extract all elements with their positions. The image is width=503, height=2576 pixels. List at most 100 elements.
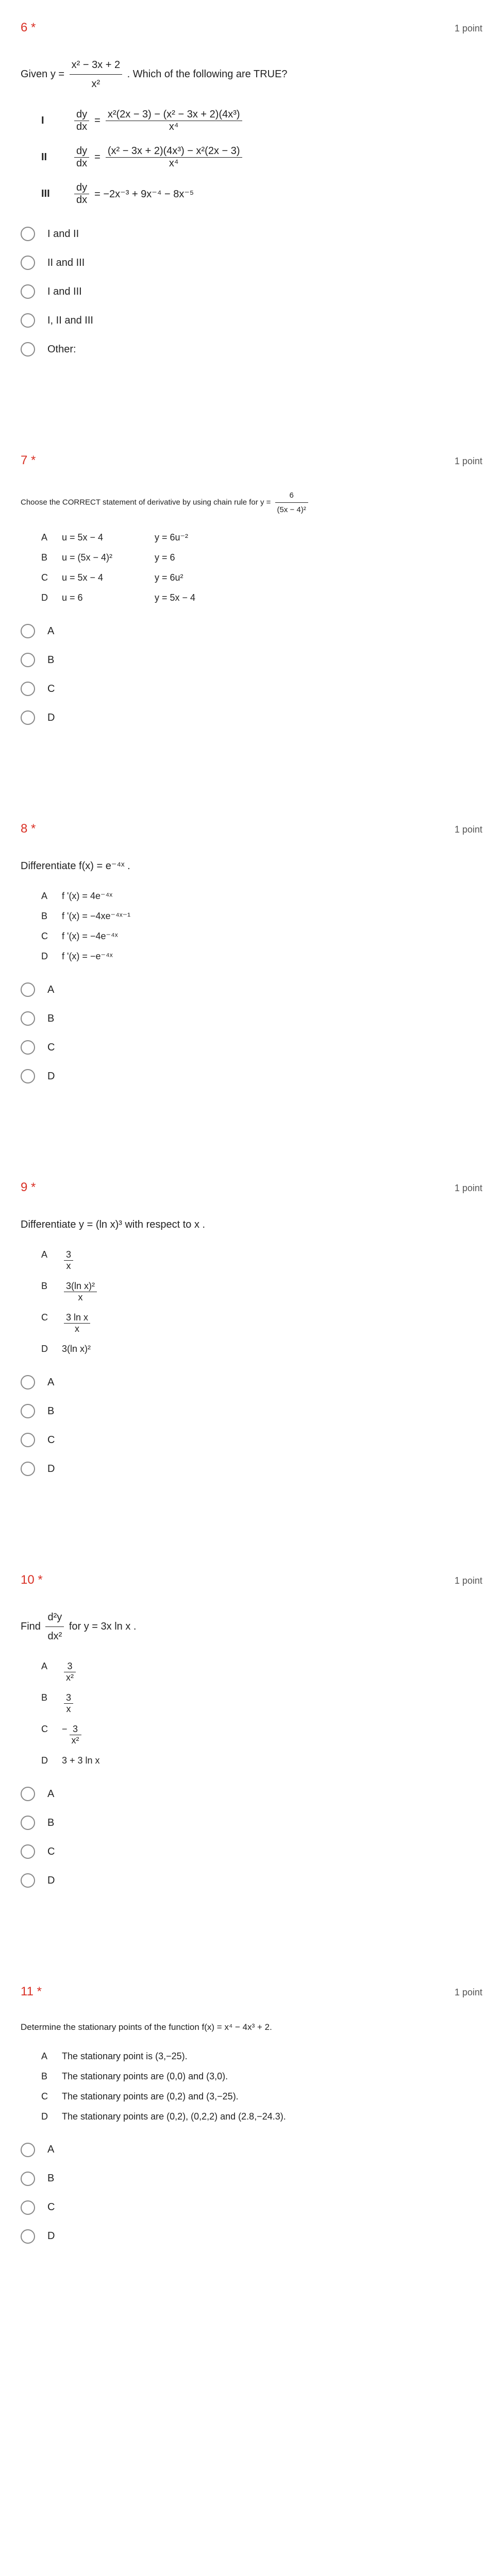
choice-list: A3x² B3x C−3x² D3 + 3 ln x xyxy=(41,1661,482,1766)
option-label: D xyxy=(47,1071,55,1082)
frac-den: x² xyxy=(70,1735,81,1746)
fraction: 3(ln x)²x xyxy=(64,1281,97,1303)
option[interactable]: A xyxy=(21,2143,482,2157)
question-stem: Given y = x² − 3x + 2 x² . Which of the … xyxy=(21,56,482,93)
choice-text: f '(x) = −4e⁻⁴ˣ xyxy=(62,931,118,942)
option[interactable]: I and II xyxy=(21,227,482,241)
question-7: 7 * 1 point Choose the CORRECT statement… xyxy=(21,443,482,750)
choice-row: Du = 6y = 5x − 4 xyxy=(41,592,482,603)
option[interactable]: D xyxy=(21,1873,482,1888)
choice-label: D xyxy=(41,592,62,603)
radio-icon[interactable] xyxy=(21,2229,35,2244)
radio-icon[interactable] xyxy=(21,710,35,725)
radio-icon[interactable] xyxy=(21,1375,35,1389)
option[interactable]: C xyxy=(21,1433,482,1447)
radio-icon[interactable] xyxy=(21,1433,35,1447)
choice-col1: u = 6 xyxy=(62,592,155,603)
option[interactable]: D xyxy=(21,2229,482,2244)
radio-icon[interactable] xyxy=(21,1844,35,1859)
frac-den: dx xyxy=(74,158,89,170)
choice-label: B xyxy=(41,2071,62,2082)
radio-icon[interactable] xyxy=(21,624,35,638)
question-stem: Determine the stationary points of the f… xyxy=(21,2020,482,2036)
roman-row: II dy dx = (x² − 3x + 2)(4x³) − x²(2x − … xyxy=(41,145,482,170)
radio-icon[interactable] xyxy=(21,2172,35,2186)
option[interactable]: D xyxy=(21,1069,482,1083)
question-8: 8 * 1 point Differentiate f(x) = e⁻⁴ˣ . … xyxy=(21,811,482,1108)
option[interactable]: C xyxy=(21,682,482,696)
options-list: A B C D xyxy=(21,624,482,725)
choice-text: 3 + 3 ln x xyxy=(62,1755,100,1766)
radio-icon[interactable] xyxy=(21,1462,35,1476)
radio-icon[interactable] xyxy=(21,1404,35,1418)
radio-icon[interactable] xyxy=(21,1873,35,1888)
radio-icon[interactable] xyxy=(21,1040,35,1055)
frac-den: x⁴ xyxy=(106,121,242,133)
question-header: 10 * 1 point xyxy=(21,1573,482,1587)
choice-row: C−3x² xyxy=(41,1724,482,1746)
radio-icon[interactable] xyxy=(21,284,35,299)
option[interactable]: B xyxy=(21,2172,482,2186)
option[interactable]: C xyxy=(21,1844,482,1859)
option-label: I and III xyxy=(47,286,82,298)
option[interactable]: I and III xyxy=(21,284,482,299)
question-number: 9 * xyxy=(21,1180,36,1195)
radio-icon[interactable] xyxy=(21,227,35,241)
question-number: 11 * xyxy=(21,1985,42,1999)
option[interactable]: B xyxy=(21,1404,482,1418)
fraction: 3x² xyxy=(70,1724,81,1746)
option[interactable]: A xyxy=(21,1375,482,1389)
option[interactable]: C xyxy=(21,1040,482,1055)
option[interactable]: D xyxy=(21,710,482,725)
fraction: x² − 3x + 2 x² xyxy=(70,56,123,93)
radio-icon[interactable] xyxy=(21,682,35,696)
choice-row: C3 ln xx xyxy=(41,1312,482,1334)
option[interactable]: A xyxy=(21,1787,482,1801)
choice-row: A3x² xyxy=(41,1661,482,1683)
radio-icon[interactable] xyxy=(21,1011,35,1026)
radio-icon[interactable] xyxy=(21,256,35,270)
option-label: B xyxy=(47,1817,54,1829)
radio-icon[interactable] xyxy=(21,653,35,667)
radio-icon[interactable] xyxy=(21,2143,35,2157)
option-label: C xyxy=(47,683,55,695)
question-number: 6 * xyxy=(21,21,36,35)
fraction: dy dx xyxy=(74,182,89,206)
radio-icon[interactable] xyxy=(21,1787,35,1801)
option[interactable]: II and III xyxy=(21,256,482,270)
choice-text: The stationary points are (0,2) and (3,−… xyxy=(62,2091,239,2102)
stem-suffix: for y = 3x ln x . xyxy=(69,1621,137,1632)
option-label: B xyxy=(47,1405,54,1417)
options-list: A B C D xyxy=(21,1787,482,1888)
option[interactable]: I, II and III xyxy=(21,313,482,328)
eq: = xyxy=(94,115,100,127)
option-label: C xyxy=(47,2201,55,2213)
radio-icon[interactable] xyxy=(21,342,35,357)
frac-num: d²y xyxy=(45,1608,64,1627)
fraction: 3x² xyxy=(64,1661,76,1683)
frac-num: dy xyxy=(74,109,89,121)
radio-icon[interactable] xyxy=(21,313,35,328)
choice-col2: y = 6u² xyxy=(155,572,183,583)
option[interactable]: B xyxy=(21,653,482,667)
option[interactable]: A xyxy=(21,982,482,997)
option-label: I, II and III xyxy=(47,315,93,327)
radio-icon[interactable] xyxy=(21,1816,35,1830)
option[interactable]: D xyxy=(21,1462,482,1476)
frac-num: x² − 3x + 2 xyxy=(70,56,123,75)
choice-prefix: − xyxy=(62,1724,68,1735)
radio-icon[interactable] xyxy=(21,982,35,997)
option-label: II and III xyxy=(47,257,85,269)
option[interactable]: B xyxy=(21,1816,482,1830)
option[interactable]: C xyxy=(21,2200,482,2215)
radio-icon[interactable] xyxy=(21,2200,35,2215)
stem-prefix: Choose the CORRECT statement of derivati… xyxy=(21,498,273,506)
roman-row: I dy dx = x²(2x − 3) − (x² − 3x + 2)(4x³… xyxy=(41,109,482,133)
choice-text: The stationary point is (3,−25). xyxy=(62,2051,188,2062)
option[interactable]: A xyxy=(21,624,482,638)
option[interactable]: Other: xyxy=(21,342,482,357)
option[interactable]: B xyxy=(21,1011,482,1026)
choice-list: A3x B3(ln x)²x C3 ln xx D3(ln x)² xyxy=(41,1249,482,1354)
choice-label: D xyxy=(41,2111,62,2122)
radio-icon[interactable] xyxy=(21,1069,35,1083)
